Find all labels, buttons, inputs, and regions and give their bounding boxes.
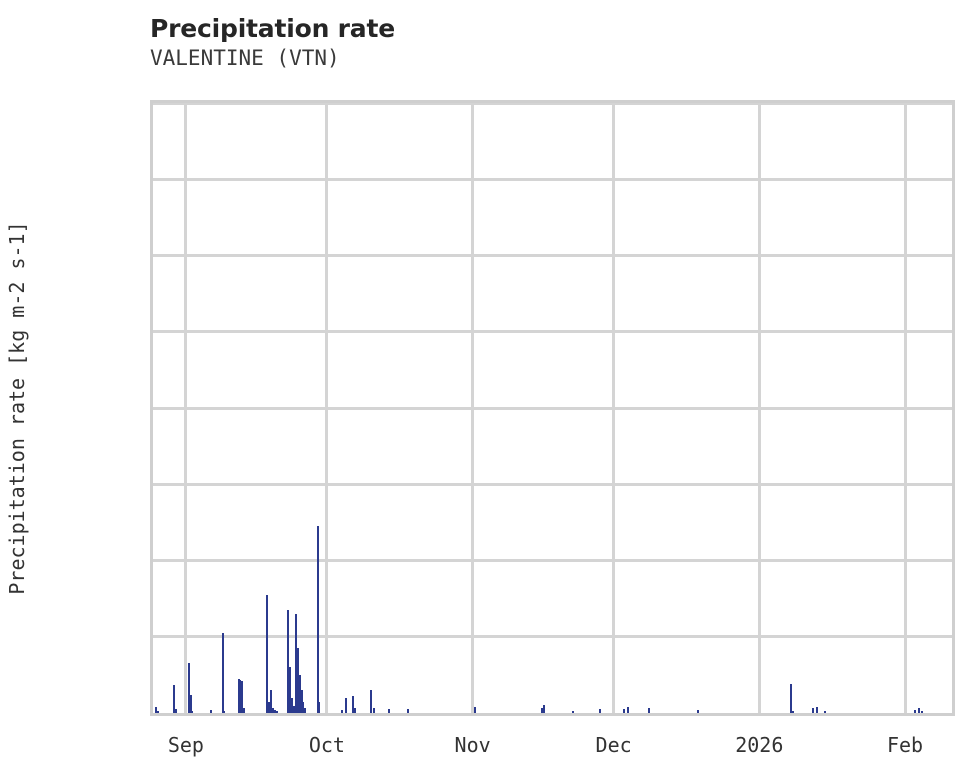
bar xyxy=(276,711,279,713)
title-block: Precipitation rate VALENTINE (VTN) xyxy=(150,14,850,73)
plot-inner xyxy=(153,103,952,713)
bar xyxy=(572,710,575,713)
bar xyxy=(293,706,295,713)
gridline-horizontal xyxy=(153,635,952,639)
gridline-horizontal xyxy=(153,406,952,410)
bar xyxy=(543,704,546,713)
gridline-vertical xyxy=(903,103,907,713)
page-title: Precipitation rate xyxy=(150,14,395,43)
bar xyxy=(792,711,795,713)
bar xyxy=(267,702,270,713)
x-tick-label: Oct xyxy=(308,733,345,757)
bar xyxy=(340,709,343,713)
bar xyxy=(154,706,157,713)
y-axis-label: Precipitation rate [kg m-2 s-1] xyxy=(5,221,29,595)
bar xyxy=(697,709,700,713)
bar xyxy=(372,708,375,713)
bar xyxy=(622,709,625,713)
bar xyxy=(187,663,190,713)
bar xyxy=(270,690,273,713)
bar xyxy=(811,707,814,713)
bar xyxy=(239,680,242,713)
bar xyxy=(172,684,175,713)
x-tick-label: 2026 xyxy=(735,733,784,757)
bar xyxy=(174,709,177,713)
gridline-horizontal xyxy=(153,177,952,181)
bar xyxy=(344,697,347,713)
bar xyxy=(352,696,355,713)
bar xyxy=(318,701,321,713)
gridline-vertical xyxy=(757,103,761,713)
bar xyxy=(370,690,373,713)
bar xyxy=(541,708,544,713)
gridline-horizontal xyxy=(153,559,952,562)
gridline-horizontal xyxy=(153,482,952,486)
bar xyxy=(298,674,301,713)
bar xyxy=(387,709,390,713)
plot-area xyxy=(150,100,955,716)
bar xyxy=(626,706,629,713)
bar xyxy=(300,690,303,713)
gridline-vertical xyxy=(471,103,475,713)
chart-subtitle: VALENTINE (VTN) xyxy=(150,46,340,71)
x-tick-label: Feb xyxy=(886,733,924,757)
bar xyxy=(790,684,793,713)
bar xyxy=(598,709,601,713)
y-axis-label-container: Precipitation rate [kg m-2 s-1] xyxy=(0,100,34,716)
gridline-vertical xyxy=(325,103,329,713)
bar xyxy=(289,667,292,713)
bar xyxy=(920,711,923,713)
bar xyxy=(221,632,224,713)
bar xyxy=(287,610,290,713)
bar xyxy=(156,711,159,713)
bar xyxy=(265,594,268,713)
x-tick-label: Sep xyxy=(167,733,204,757)
bar xyxy=(648,708,651,713)
bar xyxy=(237,678,240,713)
bar xyxy=(918,707,921,713)
gridline-vertical xyxy=(612,103,616,713)
bar xyxy=(274,709,277,713)
bar xyxy=(302,701,305,713)
bar xyxy=(272,708,275,713)
bar xyxy=(815,706,818,713)
bar xyxy=(291,697,294,713)
bar xyxy=(406,709,409,713)
bar xyxy=(191,710,194,713)
bar xyxy=(296,648,299,713)
bar xyxy=(189,695,192,713)
bar xyxy=(243,708,246,713)
bar xyxy=(304,707,307,713)
gridline-horizontal xyxy=(153,103,952,105)
bar xyxy=(316,526,319,713)
bar xyxy=(210,709,213,713)
x-tick-label: Dec xyxy=(595,733,632,757)
bar xyxy=(354,708,357,713)
x-tick-label: Nov xyxy=(454,733,491,757)
bar xyxy=(914,709,917,713)
gridline-horizontal xyxy=(153,254,952,257)
bar xyxy=(241,680,244,713)
bar xyxy=(824,710,827,713)
gridline-vertical xyxy=(184,103,188,713)
gridline-horizontal xyxy=(153,330,952,334)
bar xyxy=(294,613,297,713)
bar xyxy=(223,711,226,713)
bar xyxy=(474,706,477,713)
